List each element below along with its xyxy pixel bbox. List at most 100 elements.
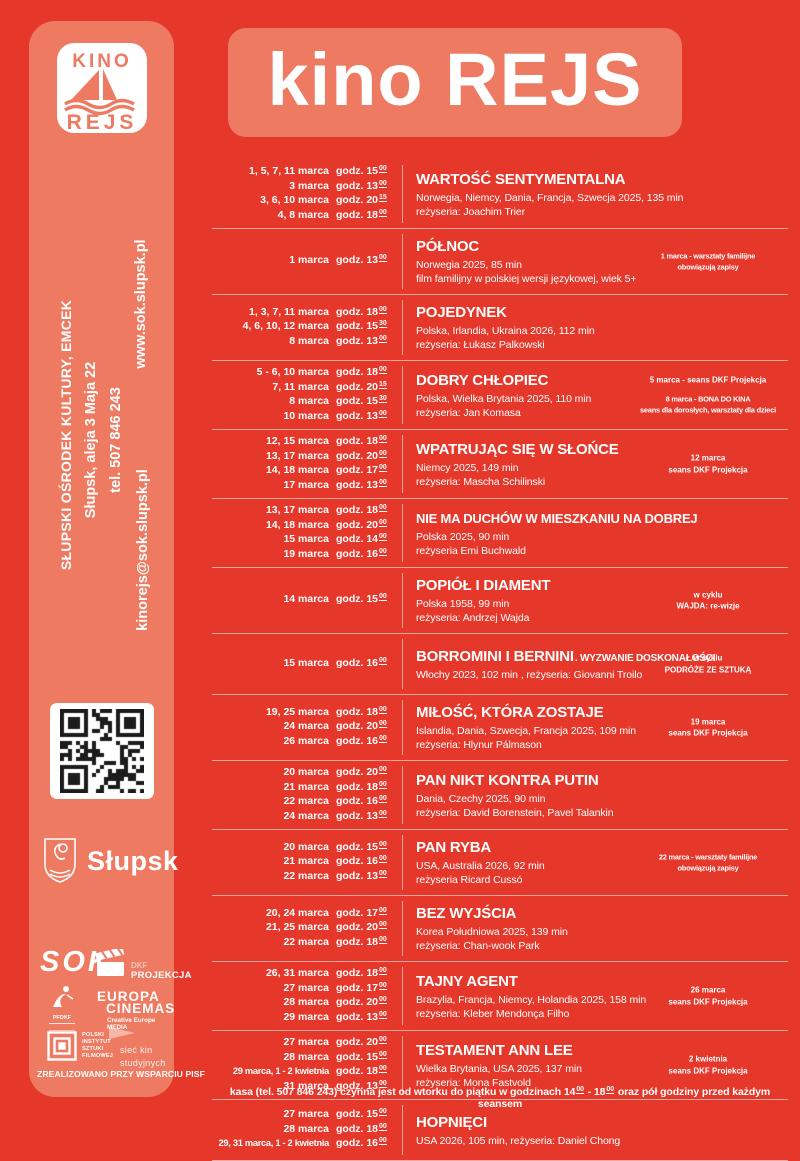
film-title-text: WARTOŚĆ SENTYMENTALNA (416, 170, 626, 188)
showtime-dates: 4, 8 marca (277, 208, 329, 221)
film-title-text: HOPNIĘCI (416, 1113, 487, 1131)
showtime-line: 8 marca godz. 1530 (212, 395, 392, 410)
film-note: 1 marca - warsztaty familijne obowiązują… (628, 250, 788, 273)
showtime-minutes: 00 (379, 855, 387, 864)
film-row: 5 - 6, 10 marca godz. 1800 7, 11 marca godz… (212, 361, 788, 430)
film-detail-line: film familijny w polskiej wersji językow… (416, 273, 637, 285)
showtime-dates: 19 marca (283, 547, 329, 560)
website-text: www.sok.slupsk.pl (133, 239, 149, 369)
showtime-line: 4, 6, 10, 12 marca godz. 1530 (212, 320, 392, 335)
showtime-dates: 4, 6, 10, 12 marca (242, 320, 329, 333)
film-row: 26, 31 marca godz. 1800 27 marca godz. 1700… (212, 962, 788, 1031)
showtime-minutes: 00 (379, 547, 387, 556)
showtime-dates: 21 marca (283, 855, 329, 868)
showtime-minutes: 00 (379, 518, 387, 527)
film-row: 14 marca godz. 1500 POPIÓŁ I DIAMENT Pols… (212, 568, 788, 634)
showtime-hour: godz. 1300 (336, 809, 387, 822)
film-info: POPIÓŁ I DIAMENT Polska 1958, 99 min reży… (402, 573, 788, 628)
film-note: 5 marca - seans DKF Projekcja 8 marca - B… (628, 374, 788, 416)
showtime-line: 13, 17 marca godz. 2000 (212, 449, 392, 465)
film-title-text: MIŁOŚĆ, KTÓRA ZOSTAJE (416, 704, 604, 721)
footer-text-part: kasa (tel. 507 846 243) czynna jest od w… (229, 1086, 576, 1098)
header: kino REJS (228, 28, 682, 137)
showtime-dates: 20, 24 marca (265, 906, 329, 919)
film-detail-line: Brazylia, Francja, Niemcy, Holandia 2025… (416, 993, 647, 1006)
showtime-line: 15 marca godz. 1600 (212, 656, 392, 672)
organization-name: SŁUPSKI OŚRODEK KULTURY, EMCEK (58, 299, 74, 571)
city-name: Słupsk (87, 845, 179, 876)
showtime-minutes: 00 (379, 334, 387, 343)
film-title-text: PAN NIKT KONTRA PUTIN (416, 771, 599, 789)
showtime-minutes: 00 (379, 1036, 387, 1044)
showtime-line: 24 marca godz. 1300 (212, 809, 392, 825)
qr-code (50, 703, 154, 799)
showtime-minutes: 30 (379, 395, 387, 403)
showtime-minutes: 00 (379, 1079, 387, 1088)
kino-rejs-logo: KINO REJS (57, 43, 147, 134)
showtime-dates: 17 marca (283, 478, 329, 491)
film-detail-line: reżyseria: David Borenstein, Pavel Talan… (416, 806, 614, 819)
showtime-hour: godz. 1300 (336, 1079, 387, 1092)
film-list: 1, 5, 7, 11 marca godz. 1500 3 marca godz. … (212, 160, 788, 1161)
film-detail-line: reżyseria: Jan Komasa (416, 406, 521, 419)
film-title: PAN RYBA (416, 838, 788, 859)
film-info: PÓŁNOC Norwegia 2025, 85 min film familij… (402, 234, 788, 289)
showtime-dates: 15 marca (283, 533, 329, 545)
film-details: Dania, Czechy 2025, 90 min reżyseria: Dav… (416, 792, 788, 820)
showtime-dates: 13, 17 marca (265, 504, 329, 516)
footer-sup: 00 (576, 1086, 584, 1094)
film-details: Włochy 2023, 102 min , reżyseria: Giovan… (416, 668, 788, 682)
pisf-logo: POLSKI INSTYTUT SZTUKI FILMOWEJ (47, 1031, 113, 1061)
film-note: 22 marca - warsztaty familijne obowiązuj… (628, 851, 788, 874)
film-detail-line: Polska 1958, 99 min (416, 598, 510, 610)
showtime-line: 27 marca godz. 1500 (212, 1108, 392, 1123)
showtime-hour: godz. 2000 (336, 449, 387, 462)
film-detail-line: USA, Australia 2026, 92 min (416, 860, 545, 872)
showtime-minutes: 00 (379, 464, 387, 472)
film-detail-line: reżyseria: Andrzej Wajda (416, 612, 530, 624)
showtime-line: 15 marca godz. 1400 (212, 533, 392, 548)
film-row: 20 marca godz. 1500 21 marca godz. 1600 22 m… (212, 830, 788, 896)
film-details: Islandia, Dania, Szwecja, Francja 2025, … (416, 724, 788, 752)
showtime-line: 8 marca godz. 1300 (212, 334, 392, 350)
showtime-hour: godz. 2000 (336, 921, 387, 934)
film-detail-line: Norwegia 2025, 85 min (416, 259, 522, 271)
showtime-line: 5 - 6, 10 marca godz. 1800 (212, 366, 392, 381)
wave-icon (64, 104, 135, 116)
film-subtitle-text: . WYZWANIE DOSKONAŁOŚCI (574, 652, 716, 664)
wave-icon (64, 98, 135, 110)
showtime-minutes: 00 (379, 921, 387, 930)
showtime-line: 20 marca godz. 1500 (212, 840, 392, 856)
showtime-line: 27 marca godz. 2000 (212, 1036, 392, 1051)
showtime-hour: godz. 2015 (336, 380, 387, 393)
film-note-block: 12 marca seans DKF Projekcja (668, 453, 748, 475)
showtime-dates: 8 marca (289, 395, 329, 407)
showtime-minutes: 00 (379, 1122, 387, 1131)
film-showtimes: 5 - 6, 10 marca godz. 1800 7, 11 marca godz… (212, 366, 402, 424)
showtime-hour: godz. 1800 (336, 305, 387, 318)
film-showtimes: 14 marca godz. 1500 (212, 573, 402, 628)
film-note: w cyklu WAJDA: re-wizje (628, 589, 788, 612)
phone-text: tel. 507 846 243 (108, 387, 124, 493)
film-showtimes: 20, 24 marca godz. 1700 21, 25 marca godz. … (212, 901, 402, 956)
showtime-minutes: 00 (379, 449, 387, 458)
showtime-dates: 29 marca (283, 1010, 329, 1023)
film-showtimes: 20 marca godz. 2000 21 marca godz. 1800 22 m… (212, 766, 402, 824)
showtime-minutes: 00 (379, 208, 387, 217)
showtime-hour: godz. 1300 (336, 478, 387, 491)
sail-small-icon (103, 69, 117, 100)
showtime-minutes: 00 (379, 734, 387, 743)
film-info: WARTOŚĆ SENTYMENTALNA Norwegia, Niemcy, … (402, 165, 788, 223)
showtime-line: 7, 11 marca godz. 2015 (212, 380, 392, 396)
film-details: Polska, Irlandia, Ukraina 2026, 112 min r… (416, 324, 788, 352)
film-detail-line: reżyseria: Joachim Trier (416, 205, 526, 218)
showtime-line: 28 marca godz. 1800 (212, 1122, 392, 1138)
showtime-dates: 14 marca (283, 593, 329, 606)
showtime-dates: 27 marca (283, 981, 329, 994)
pisf-icon (47, 1031, 77, 1061)
showtime-minutes: 00 (379, 504, 387, 512)
film-title: MIŁOŚĆ, KTÓRA ZOSTAJE (416, 703, 788, 724)
showtime-line: 24 marca godz. 2000 (212, 720, 392, 735)
film-note-block: 22 marca - warsztaty familijne obowiązuj… (658, 852, 758, 873)
showtime-line: 29 marca godz. 1300 (212, 1010, 392, 1026)
